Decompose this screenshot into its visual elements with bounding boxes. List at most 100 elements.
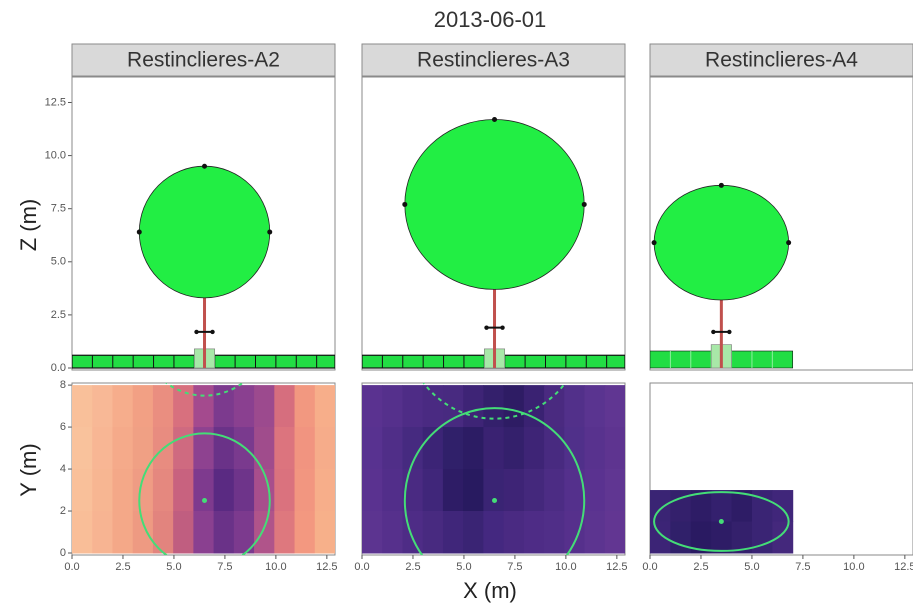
heat-cell: [504, 511, 525, 553]
y-tick-label: 8: [60, 379, 66, 391]
x-tick-label: 0.0: [64, 561, 79, 573]
crown-side-point: [402, 202, 407, 207]
heat-cell: [772, 490, 793, 522]
heat-cell: [362, 511, 383, 553]
x-tick-label: 10.0: [265, 561, 286, 573]
heat-cell: [382, 469, 403, 511]
heat-cell: [524, 511, 545, 553]
heat-cell: [605, 511, 626, 553]
x-tick-label: 10.0: [555, 561, 576, 573]
heat-cell: [443, 469, 464, 511]
heat-cell: [711, 490, 732, 522]
heat-cell: [463, 469, 484, 511]
heat-cell: [463, 427, 484, 469]
heat-cell: [295, 469, 316, 511]
x-tick-label: 7.5: [795, 561, 810, 573]
x-tick-label: 10.0: [843, 561, 864, 573]
heat-cell: [173, 385, 194, 427]
heat-cell: [585, 385, 606, 427]
z-tick-label: 12.5: [45, 96, 66, 108]
heat-cell: [585, 511, 606, 553]
heat-cell: [524, 469, 545, 511]
heat-cell: [315, 469, 336, 511]
crown: [139, 166, 269, 298]
x-tick-label: 7.5: [507, 561, 522, 573]
heat-cell: [234, 469, 255, 511]
heat-cell: [423, 511, 444, 553]
heat-cell: [752, 522, 773, 554]
crown: [654, 185, 789, 300]
x-tick-label: 2.5: [115, 561, 130, 573]
x-tick-label: 2.5: [405, 561, 420, 573]
heat-cell: [254, 385, 275, 427]
y-tick-label: 6: [60, 421, 66, 433]
heat-cell: [362, 469, 383, 511]
crown-side-point: [137, 230, 142, 235]
heat-cell: [544, 385, 565, 427]
x-tick-label: 12.5: [316, 561, 337, 573]
facet-label: Restinclieres-A2: [127, 49, 280, 72]
heat-cell: [92, 511, 113, 553]
facet-label: Restinclieres-A3: [417, 49, 570, 72]
heat-cell: [214, 469, 235, 511]
heat-cell: [382, 385, 403, 427]
heat-cell: [483, 469, 504, 511]
heat-cell: [72, 385, 93, 427]
heat-cell: [173, 427, 194, 469]
heat-cell: [274, 511, 295, 553]
x-tick-label: 5.0: [456, 561, 471, 573]
heat-cell: [605, 427, 626, 469]
heat-cell: [711, 522, 732, 554]
heat-cell: [315, 385, 336, 427]
x-tick-label: 5.0: [166, 561, 181, 573]
heat-cell: [295, 385, 316, 427]
z-tick-label: 10.0: [45, 149, 66, 161]
heat-cell: [585, 469, 606, 511]
x-axis-title: X (m): [463, 578, 517, 603]
heat-cell: [72, 469, 93, 511]
heat-cell: [193, 511, 214, 553]
heat-cell: [544, 427, 565, 469]
heat-cell: [193, 469, 214, 511]
heat-cell: [423, 385, 444, 427]
chart-title: 2013-06-01: [434, 7, 547, 32]
facet-label: Restinclieres-A4: [705, 49, 858, 72]
heat-cell: [585, 427, 606, 469]
crown-center: [202, 498, 207, 503]
heat-cell: [605, 469, 626, 511]
crown-top-point: [719, 183, 724, 188]
heat-cell: [92, 427, 113, 469]
heat-cell: [483, 511, 504, 553]
heat-cell: [670, 522, 691, 554]
heat-cell: [443, 427, 464, 469]
heat-cell: [295, 427, 316, 469]
heat-cell: [92, 469, 113, 511]
heat-cell: [483, 427, 504, 469]
x-tick-label: 2.5: [693, 561, 708, 573]
y-axis-title: Y (m): [16, 443, 41, 496]
heat-cell: [173, 511, 194, 553]
crown-center: [492, 498, 497, 503]
heat-cell: [504, 385, 525, 427]
base-marker-end: [194, 330, 198, 334]
heat-cell: [443, 385, 464, 427]
heat-cell: [274, 469, 295, 511]
x-tick-label: 12.5: [606, 561, 627, 573]
heat-cell: [463, 385, 484, 427]
scene-top: [650, 490, 793, 553]
base-marker-end: [727, 330, 731, 334]
heat-cell: [295, 511, 316, 553]
heat-cell: [254, 427, 275, 469]
base-marker-end: [484, 325, 488, 329]
heat-cell: [382, 511, 403, 553]
heat-cell: [315, 427, 336, 469]
heat-cell: [670, 490, 691, 522]
y-tick-label: 4: [60, 463, 66, 475]
x-tick-label: 0.0: [354, 561, 369, 573]
heat-cell: [112, 511, 133, 553]
heat-cell: [214, 511, 235, 553]
heat-cell: [483, 385, 504, 427]
heat-cell: [564, 469, 585, 511]
x-tick-label: 12.5: [894, 561, 913, 573]
